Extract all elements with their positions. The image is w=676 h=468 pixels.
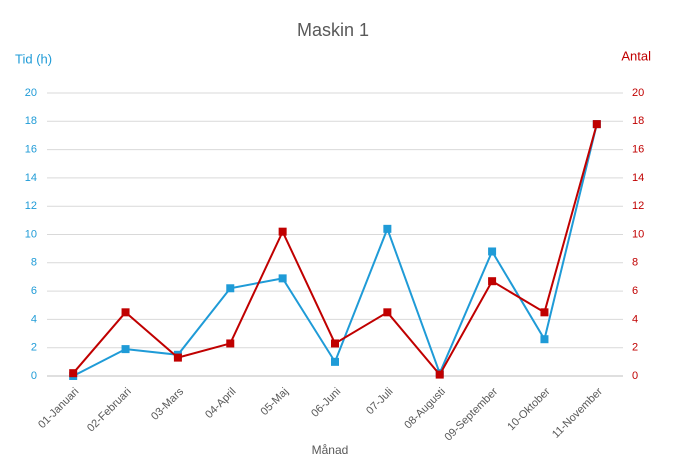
- y2-tick-label: 14: [632, 172, 644, 184]
- marker: [540, 335, 549, 344]
- marker: [226, 339, 235, 348]
- y2-tick-label: 16: [632, 144, 644, 156]
- y-tick-label: 18: [25, 115, 37, 127]
- marker: [331, 357, 339, 366]
- marker: [435, 370, 444, 379]
- y2-tick-label: 0: [632, 370, 638, 382]
- marker: [540, 308, 549, 317]
- marker: [592, 120, 601, 129]
- marker: [278, 227, 287, 236]
- marker: [121, 345, 130, 354]
- x-axis-label: Månad: [312, 443, 349, 457]
- y2-tick-label: 10: [632, 228, 644, 240]
- marker: [488, 277, 497, 286]
- x-tick-label: 10-Oktober: [505, 385, 553, 433]
- marker: [331, 339, 339, 348]
- y-tick-label: 0: [31, 370, 37, 382]
- y2-tick-label: 12: [632, 200, 644, 212]
- chart-title: Maskin 1: [297, 20, 369, 40]
- x-tick-label: 09-September: [442, 385, 500, 443]
- y-tick-label: 4: [31, 313, 37, 325]
- y2-tick-label: 8: [632, 257, 638, 269]
- y-tick-label: 14: [25, 172, 37, 184]
- marker: [69, 369, 78, 378]
- x-tick-label: 04-April: [203, 386, 238, 421]
- marker: [121, 308, 130, 317]
- x-tick-label: 05-Maj: [259, 386, 291, 418]
- x-tick-label: 03-Mars: [149, 385, 186, 422]
- marker: [173, 353, 182, 362]
- y2-tick-label: 4: [632, 313, 638, 325]
- y2-tick-label: 2: [632, 342, 638, 354]
- y2-axis-label: Antal: [621, 48, 651, 63]
- y-tick-label: 2: [31, 342, 37, 354]
- marker: [278, 274, 287, 283]
- y-tick-label: 16: [25, 144, 37, 156]
- x-tick-label: 11-November: [550, 385, 605, 440]
- marker: [383, 308, 392, 317]
- y2-tick-label: 20: [632, 87, 644, 99]
- x-tick-label: 07-Juli: [364, 386, 395, 417]
- x-tick-label: 01-Januari: [36, 386, 81, 431]
- marker: [383, 224, 392, 233]
- x-tick-label: 02-Februari: [85, 386, 134, 435]
- series-line: [72, 123, 598, 377]
- y-tick-label: 6: [31, 285, 37, 297]
- marker: [488, 247, 497, 256]
- y2-tick-label: 18: [632, 115, 644, 127]
- series-line: [72, 123, 598, 377]
- y-tick-label: 12: [25, 200, 37, 212]
- x-tick-label: 08-Augusti: [402, 386, 448, 432]
- y2-tick-label: 6: [632, 285, 638, 297]
- y-axis-label: Tid (h): [15, 51, 52, 66]
- y-tick-label: 20: [25, 87, 37, 99]
- x-tick-label: 06-Juni: [309, 386, 343, 420]
- marker: [226, 284, 235, 293]
- y-tick-label: 10: [25, 228, 37, 240]
- y-tick-label: 8: [31, 257, 37, 269]
